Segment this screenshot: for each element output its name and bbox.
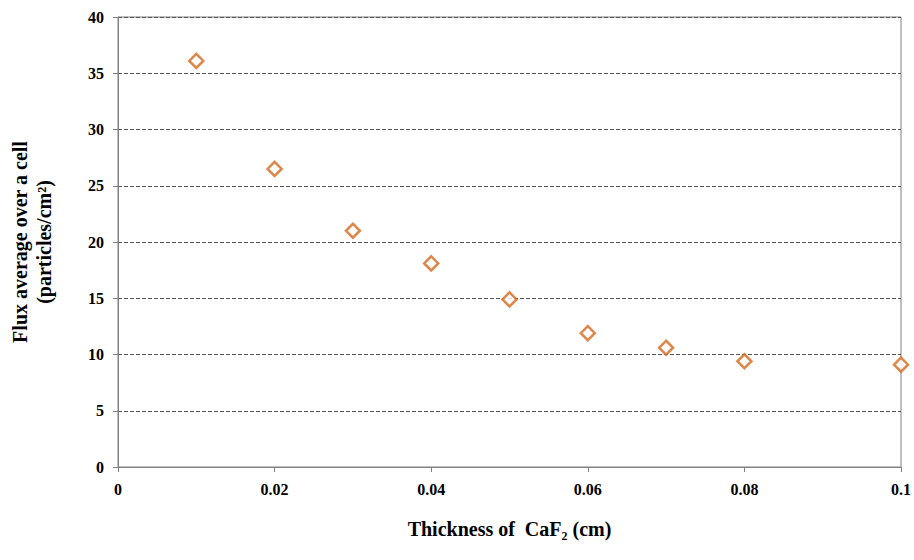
svg-text:35: 35 xyxy=(88,65,104,82)
svg-text:15: 15 xyxy=(88,290,104,307)
svg-text:0: 0 xyxy=(114,481,122,498)
svg-text:10: 10 xyxy=(88,346,104,363)
svg-text:25: 25 xyxy=(88,177,104,194)
svg-text:0.02: 0.02 xyxy=(261,481,289,498)
svg-text:0.08: 0.08 xyxy=(730,481,758,498)
svg-text:0.06: 0.06 xyxy=(574,481,602,498)
svg-text:Flux average over a cell: Flux average over a cell xyxy=(9,141,32,343)
svg-text:0.04: 0.04 xyxy=(417,481,445,498)
svg-text:30: 30 xyxy=(88,121,104,138)
svg-text:5: 5 xyxy=(96,402,104,419)
svg-text:0: 0 xyxy=(96,459,104,476)
svg-text:0.1: 0.1 xyxy=(891,481,911,498)
svg-text:Thickness of CaF₂ (cm): Thickness of CaF₂ (cm) xyxy=(408,518,612,541)
svg-text:(particles/cm²): (particles/cm²) xyxy=(33,180,56,304)
svg-text:40: 40 xyxy=(88,9,104,26)
svg-text:20: 20 xyxy=(88,234,104,251)
